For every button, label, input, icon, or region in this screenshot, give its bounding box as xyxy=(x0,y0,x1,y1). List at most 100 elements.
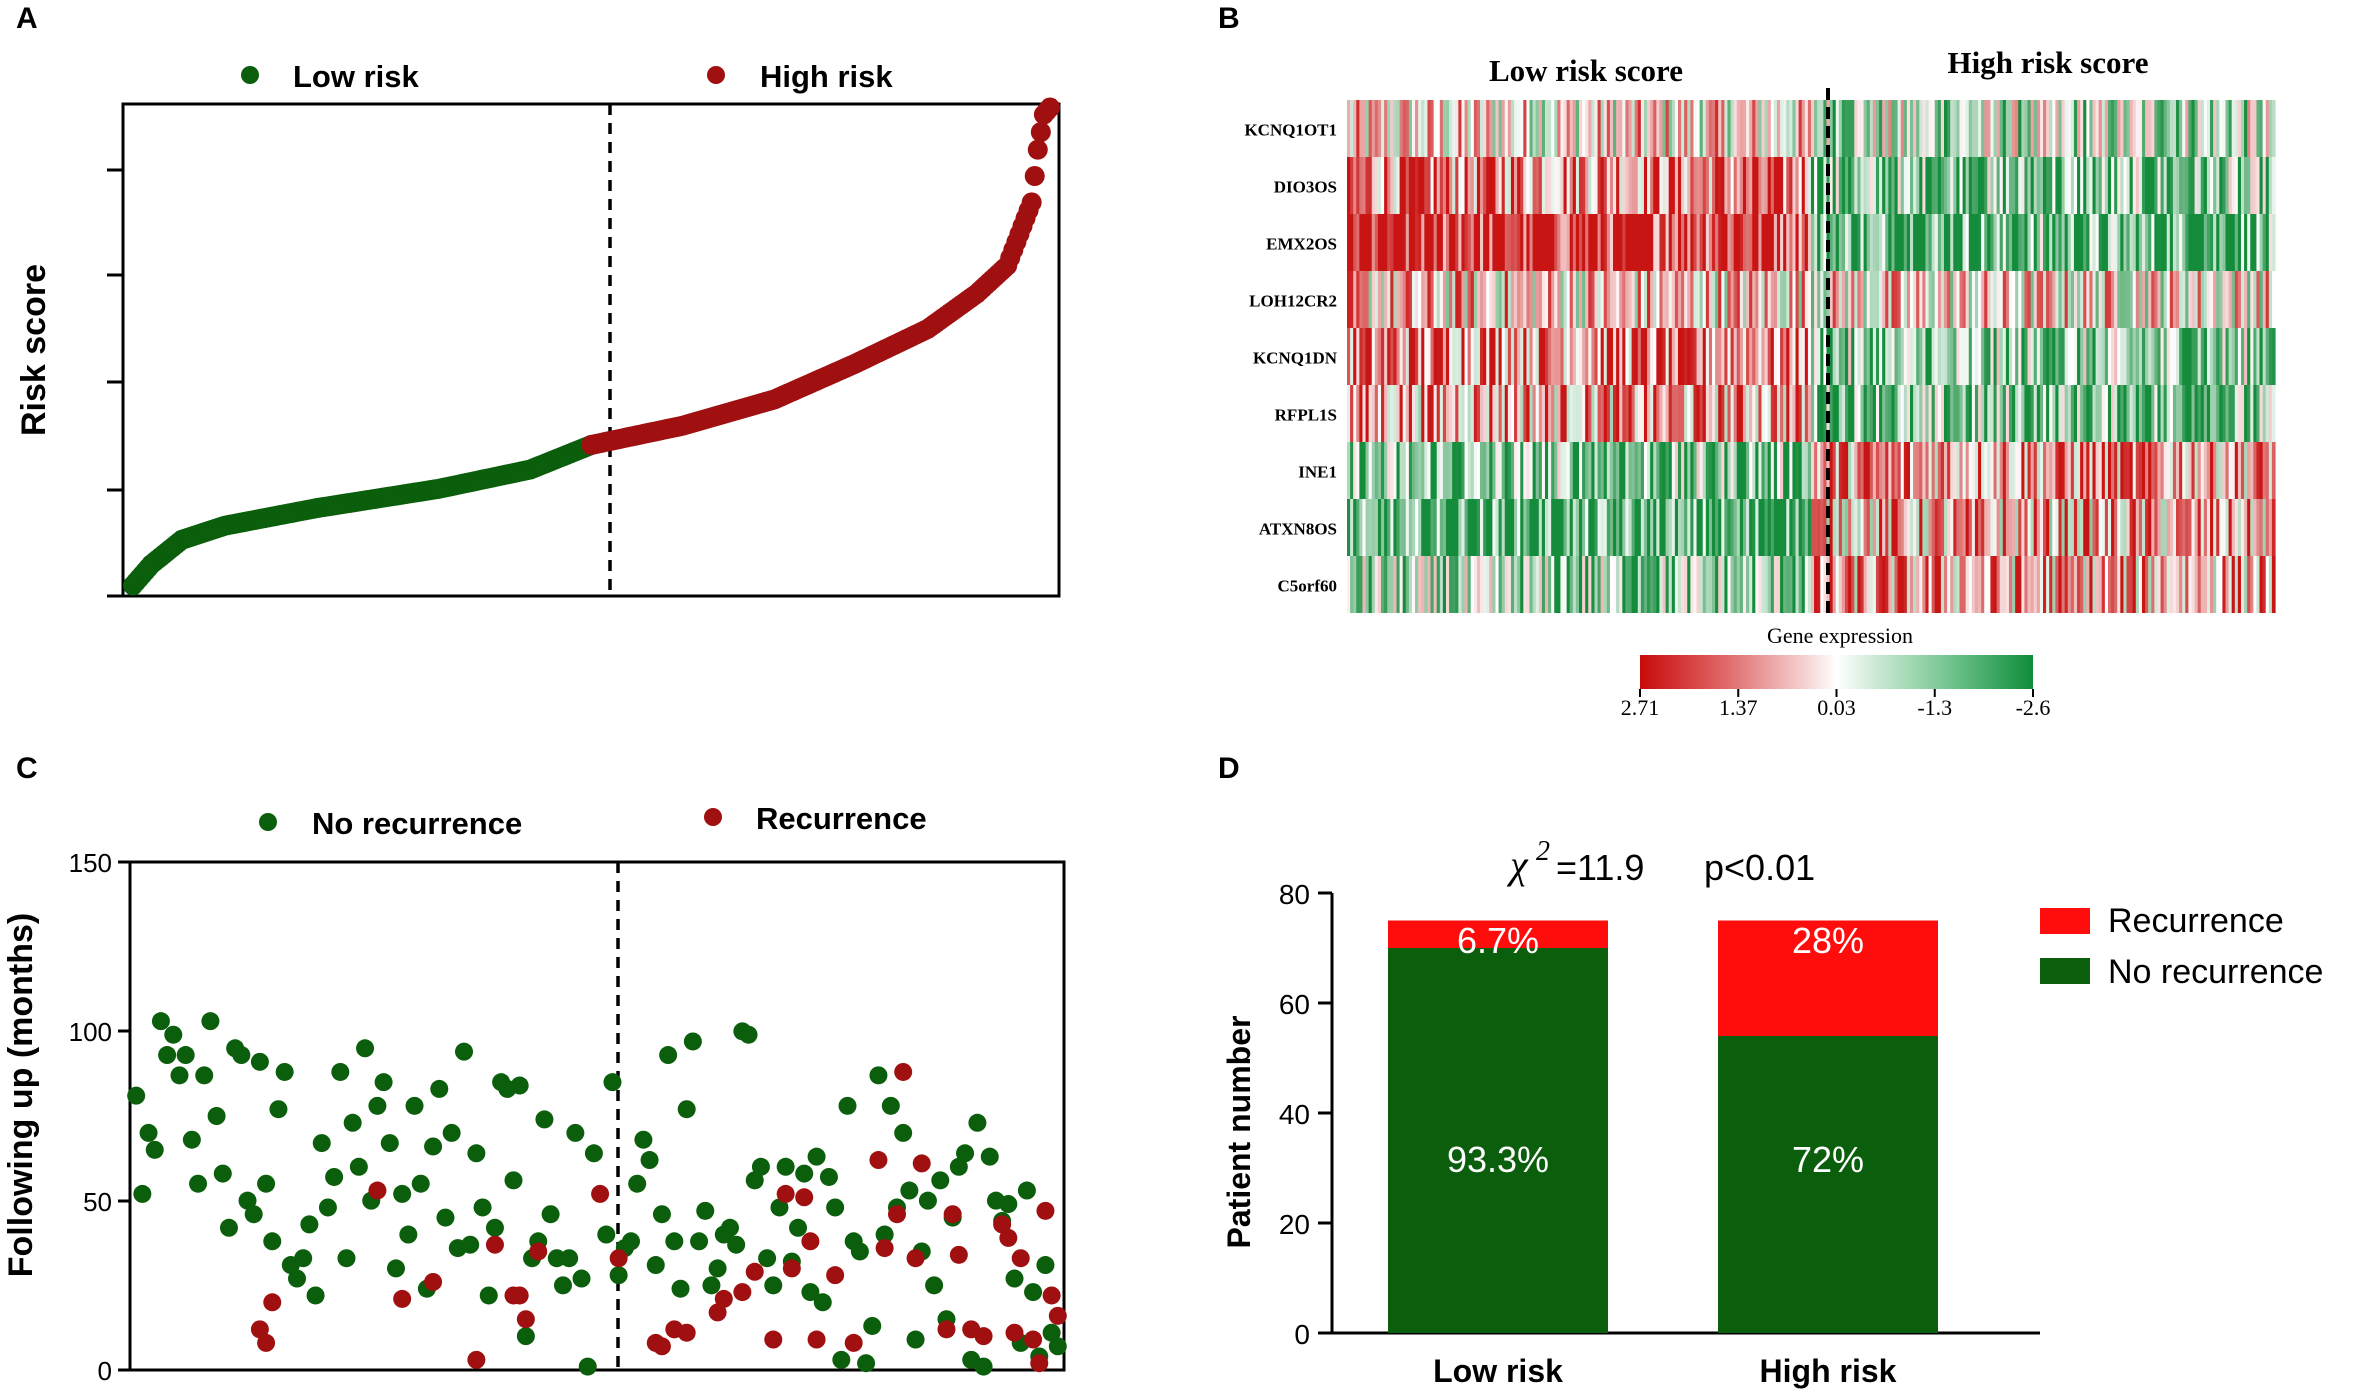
heatmap-cell xyxy=(1498,328,1503,385)
panel-label-c: C xyxy=(16,752,38,785)
heatmap-cell xyxy=(1498,442,1503,499)
heatmap-cell xyxy=(1514,100,1518,157)
panel-b: B Low risk score High risk score KCNQ1OT… xyxy=(1218,2,2276,720)
heatmap-cell xyxy=(2213,328,2217,385)
heatmap-cell xyxy=(1715,556,1719,613)
heatmap-cell xyxy=(1916,385,1920,442)
recurrence-point xyxy=(943,1205,962,1224)
recurrence-point xyxy=(714,1289,733,1308)
heatmap-cell xyxy=(1514,157,1518,214)
heatmap-cell xyxy=(2259,556,2264,613)
heatmap-cell xyxy=(1928,385,1933,442)
heatmap-cell xyxy=(1665,385,1670,442)
heatmap-cell xyxy=(1841,271,1846,328)
heatmap-cell xyxy=(2228,271,2233,328)
heatmap-cell xyxy=(1501,442,1506,499)
heatmap-cell xyxy=(2268,271,2273,328)
heatmap-cell xyxy=(1715,385,1719,442)
heatmap-cell xyxy=(2080,214,2084,271)
heatmap-cell xyxy=(1950,442,1954,499)
heatmap-cell xyxy=(1956,442,1961,499)
heatmap-cell xyxy=(1906,214,1911,271)
heatmap-cell xyxy=(2179,499,2183,556)
heatmap-cell xyxy=(2012,328,2016,385)
heatmap-cell xyxy=(1563,214,1568,271)
heatmap-cell xyxy=(1687,385,1691,442)
heatmap-cell xyxy=(1832,214,1837,271)
heatmap-cell xyxy=(1761,157,1766,214)
heatmap-cell xyxy=(1402,328,1407,385)
heatmap-cell xyxy=(2194,100,2199,157)
heatmap-cell xyxy=(1551,442,1555,499)
heatmap-cell xyxy=(1866,271,1871,328)
heatmap-cell xyxy=(1742,328,1747,385)
heatmap-cell xyxy=(1557,499,1562,556)
heatmap-cell xyxy=(1566,556,1571,613)
heatmap-cell xyxy=(1387,214,1391,271)
no-recurrence-point xyxy=(572,1269,591,1288)
heatmap-cell xyxy=(2237,271,2242,328)
heatmap-cell xyxy=(2213,556,2217,613)
heatmap-cell xyxy=(1944,271,1948,328)
heatmap-cell xyxy=(1579,214,1583,271)
heatmap-cell xyxy=(1408,328,1413,385)
heatmap-cell xyxy=(2222,328,2227,385)
heatmap-cell xyxy=(1950,385,1954,442)
heatmap-cell xyxy=(1671,157,1676,214)
heatmap-cell xyxy=(1408,100,1413,157)
heatmap-cell xyxy=(2049,442,2053,499)
heatmap-cell xyxy=(1650,442,1654,499)
heatmap-cell xyxy=(1718,157,1722,214)
heatmap-cell xyxy=(1597,328,1602,385)
heatmap-cell xyxy=(2234,385,2239,442)
heatmap-cell xyxy=(1987,157,1992,214)
heatmap-cell xyxy=(1807,100,1812,157)
heatmap-cell xyxy=(1476,100,1481,157)
heatmap-cell xyxy=(1374,556,1379,613)
heatmap-cell xyxy=(1455,157,1459,214)
heatmap-cell xyxy=(1563,499,1568,556)
heatmap-cell xyxy=(1869,385,1874,442)
heatmap-cell xyxy=(1773,328,1778,385)
heatmap-cell xyxy=(2138,271,2143,328)
heatmap-cell xyxy=(1999,385,2004,442)
heatmap-cell xyxy=(1557,100,1562,157)
heatmap-cell xyxy=(1408,271,1413,328)
heatmap-cell xyxy=(2240,271,2245,328)
recurrence-point xyxy=(652,1337,671,1356)
heatmap-cell xyxy=(1746,157,1750,214)
heatmap-cell xyxy=(1879,385,1883,442)
heatmap-cell xyxy=(1894,157,1899,214)
heatmap-cell xyxy=(1411,271,1416,328)
no-recurrence-point xyxy=(1036,1256,1055,1275)
heatmap-cell xyxy=(1869,271,1874,328)
heatmap-cell xyxy=(2259,328,2264,385)
heatmap-cell xyxy=(1934,157,1939,214)
heatmap-cell xyxy=(2117,271,2121,328)
heatmap-cell xyxy=(1656,556,1661,613)
heatmap-cell xyxy=(1347,556,1351,613)
heatmap-cell xyxy=(1978,157,1982,214)
heatmap-cell xyxy=(1643,499,1648,556)
heatmap-cell xyxy=(1984,100,1988,157)
heatmap-cell xyxy=(1464,100,1469,157)
heatmap-cell xyxy=(1427,271,1432,328)
no-recurrence-point xyxy=(189,1174,208,1193)
heatmap-cell xyxy=(1430,385,1435,442)
heatmap-cell xyxy=(1640,157,1645,214)
heatmap-cell xyxy=(1439,442,1444,499)
heatmap-cell xyxy=(1368,328,1373,385)
heatmap-cell xyxy=(1427,100,1432,157)
heatmap-cell xyxy=(1900,100,1905,157)
heatmap-cell xyxy=(2064,157,2069,214)
heatmap-cell xyxy=(1746,328,1750,385)
heatmap-cell xyxy=(1483,442,1487,499)
heatmap-cell xyxy=(1866,157,1871,214)
heatmap-cell xyxy=(1733,385,1738,442)
heatmap-cell xyxy=(1418,385,1422,442)
heatmap-cell xyxy=(1999,271,2004,328)
heatmap-cell xyxy=(1894,442,1899,499)
heatmap-cell xyxy=(1687,214,1691,271)
heatmap-cell xyxy=(1696,157,1701,214)
heatmap-cell xyxy=(2271,100,2276,157)
